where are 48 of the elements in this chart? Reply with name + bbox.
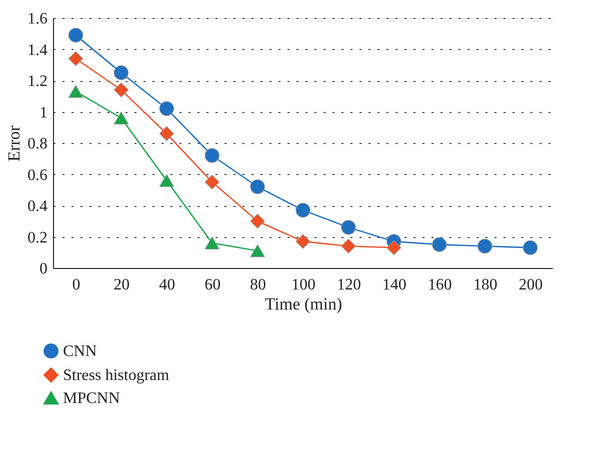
y-tick-label: 0.4 bbox=[28, 198, 48, 215]
y-tick-label: 1.4 bbox=[28, 42, 48, 59]
point bbox=[250, 244, 265, 258]
point bbox=[432, 237, 447, 252]
x-tick-label: 180 bbox=[473, 276, 498, 294]
point bbox=[341, 238, 356, 254]
y-axis-title: Error bbox=[4, 125, 24, 162]
point bbox=[296, 234, 310, 249]
point bbox=[159, 126, 174, 141]
point bbox=[204, 148, 220, 163]
x-tick-label: 160 bbox=[428, 276, 452, 294]
x-tick-label: 100 bbox=[292, 276, 316, 294]
point bbox=[159, 174, 174, 187]
y-tick-label: 1.6 bbox=[28, 10, 48, 28]
legend-label: Stress histogram bbox=[63, 367, 170, 384]
x-tick-label: 20 bbox=[114, 276, 130, 294]
x-tick-label: 80 bbox=[250, 276, 266, 294]
point bbox=[296, 202, 310, 218]
y-tick-label: 0.2 bbox=[28, 229, 48, 246]
point bbox=[250, 214, 265, 228]
y-tick-label: 0 bbox=[40, 260, 48, 278]
point bbox=[114, 82, 129, 98]
x-tick-label: 0 bbox=[72, 276, 80, 294]
y-tick-label: 0.6 bbox=[28, 166, 48, 184]
point bbox=[114, 112, 129, 124]
point bbox=[114, 65, 129, 80]
x-tick-label: 40 bbox=[159, 276, 176, 294]
point bbox=[250, 179, 265, 194]
x-axis-title: Time (min) bbox=[264, 294, 342, 314]
point bbox=[204, 174, 220, 190]
point bbox=[159, 101, 174, 116]
legend-label: MPCNN bbox=[63, 390, 120, 407]
x-tick-label: 60 bbox=[204, 276, 221, 294]
point bbox=[522, 240, 538, 256]
y-tick-label: 0.8 bbox=[28, 136, 48, 152]
point bbox=[68, 28, 84, 43]
x-tick-label: 140 bbox=[382, 276, 406, 294]
x-tick-label: 120 bbox=[336, 276, 361, 294]
y-tick-label: 1 bbox=[40, 104, 48, 122]
point bbox=[204, 236, 220, 250]
point bbox=[477, 238, 492, 254]
legend-label: CNN bbox=[63, 343, 98, 360]
point bbox=[68, 51, 84, 66]
point bbox=[68, 85, 84, 98]
point bbox=[341, 220, 356, 235]
y-tick-label: 1.2 bbox=[28, 73, 48, 90]
x-tick-label: 200 bbox=[518, 276, 543, 294]
point bbox=[386, 240, 402, 256]
